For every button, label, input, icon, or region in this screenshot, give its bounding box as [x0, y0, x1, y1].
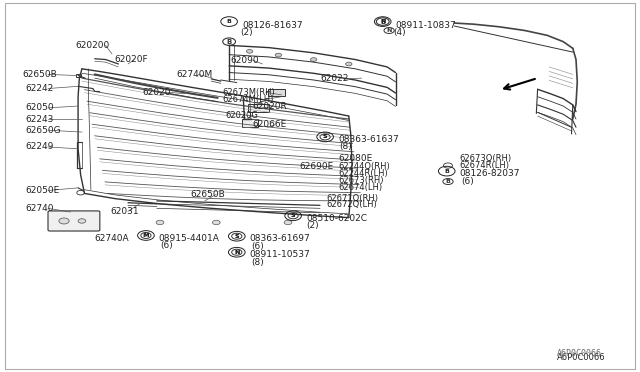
Text: 62243: 62243: [26, 115, 54, 124]
Text: (6): (6): [251, 242, 264, 251]
Text: 62050: 62050: [26, 103, 54, 112]
Text: 62672Q(LH): 62672Q(LH): [326, 201, 377, 209]
Text: 62673Q(RH): 62673Q(RH): [460, 154, 511, 163]
Bar: [268, 89, 285, 96]
Text: B: B: [227, 19, 232, 24]
Text: N: N: [234, 250, 239, 255]
Text: N: N: [380, 19, 385, 24]
Text: (4): (4): [394, 28, 406, 37]
Text: 62066E: 62066E: [253, 120, 287, 129]
Text: 62249: 62249: [26, 142, 54, 151]
Text: 08126-81637: 08126-81637: [242, 21, 303, 30]
Circle shape: [77, 190, 84, 195]
Text: 62050E: 62050E: [26, 186, 60, 195]
Text: A6P0C0066: A6P0C0066: [557, 349, 602, 358]
Text: M: M: [143, 233, 149, 238]
Text: S: S: [291, 213, 296, 218]
Circle shape: [310, 58, 317, 61]
Text: 08363-61637: 08363-61637: [338, 135, 399, 144]
Circle shape: [376, 18, 389, 25]
Text: 62650B: 62650B: [22, 70, 57, 79]
Text: 08915-4401A: 08915-4401A: [159, 234, 220, 243]
Circle shape: [320, 134, 330, 140]
Circle shape: [275, 53, 282, 57]
Circle shape: [78, 219, 86, 223]
Text: 62020: 62020: [142, 88, 171, 97]
Text: M: M: [143, 233, 148, 238]
Text: 62090: 62090: [230, 56, 259, 65]
Text: N: N: [234, 250, 239, 255]
Text: 62020G: 62020G: [225, 111, 258, 120]
Text: N: N: [387, 28, 392, 33]
Text: S: S: [291, 213, 296, 218]
Text: 62740: 62740: [26, 204, 54, 213]
Circle shape: [232, 233, 242, 239]
Circle shape: [444, 163, 452, 168]
Text: B: B: [227, 39, 232, 45]
Text: 62020F: 62020F: [114, 55, 148, 64]
Text: 62031: 62031: [110, 207, 139, 216]
Text: S: S: [323, 134, 328, 140]
Text: 62080E: 62080E: [338, 154, 372, 163]
Text: B: B: [444, 169, 449, 174]
Text: A6P0C0066: A6P0C0066: [557, 353, 605, 362]
Text: (2): (2): [240, 28, 253, 37]
Text: 62674M(LH): 62674M(LH): [223, 95, 274, 104]
Circle shape: [288, 213, 298, 219]
Text: 620200: 620200: [76, 41, 110, 50]
Circle shape: [232, 249, 242, 255]
Text: 62650B: 62650B: [191, 190, 225, 199]
Text: 62650G: 62650G: [26, 126, 61, 135]
Text: 08126-82037: 08126-82037: [460, 169, 520, 178]
Text: 62740M: 62740M: [176, 70, 212, 79]
Text: S: S: [234, 234, 239, 239]
Circle shape: [223, 38, 236, 45]
Text: (6): (6): [160, 241, 173, 250]
Text: S: S: [323, 134, 328, 140]
Circle shape: [59, 218, 69, 224]
Text: 62244R(LH): 62244R(LH): [338, 169, 388, 178]
Text: 08510-6202C: 08510-6202C: [306, 214, 367, 223]
Text: (6): (6): [461, 177, 474, 186]
Circle shape: [141, 232, 151, 238]
Text: (2): (2): [306, 221, 319, 230]
Text: 08363-61697: 08363-61697: [250, 234, 310, 243]
Circle shape: [443, 179, 453, 185]
Text: 62022: 62022: [320, 74, 348, 83]
Text: 62674R(LH): 62674R(LH): [460, 161, 509, 170]
Text: (8): (8): [339, 142, 352, 151]
Text: 62740A: 62740A: [95, 234, 129, 243]
Text: 62671Q(RH): 62671Q(RH): [326, 194, 378, 203]
FancyBboxPatch shape: [48, 211, 100, 231]
Text: B: B: [380, 19, 385, 25]
Text: 62244Q(RH): 62244Q(RH): [338, 162, 390, 171]
Bar: [242, 119, 258, 127]
Circle shape: [346, 62, 352, 66]
Circle shape: [156, 220, 164, 225]
Circle shape: [212, 220, 220, 225]
Bar: [248, 104, 269, 112]
Text: 62242: 62242: [26, 84, 54, 93]
Text: 62673M(RH): 62673M(RH): [223, 88, 275, 97]
Text: 62674(LH): 62674(LH): [338, 183, 382, 192]
Circle shape: [384, 28, 394, 33]
Circle shape: [246, 49, 253, 53]
Circle shape: [284, 220, 292, 225]
Text: (8): (8): [251, 258, 264, 267]
Text: 62020R: 62020R: [253, 102, 287, 111]
Bar: [76, 74, 81, 77]
Text: 62673(RH): 62673(RH): [338, 176, 383, 185]
Text: 08911-10537: 08911-10537: [250, 250, 310, 259]
Text: 08911-10837: 08911-10837: [396, 21, 456, 30]
Text: B: B: [445, 179, 451, 184]
Text: S: S: [234, 234, 239, 239]
Text: 62690E: 62690E: [300, 162, 334, 171]
